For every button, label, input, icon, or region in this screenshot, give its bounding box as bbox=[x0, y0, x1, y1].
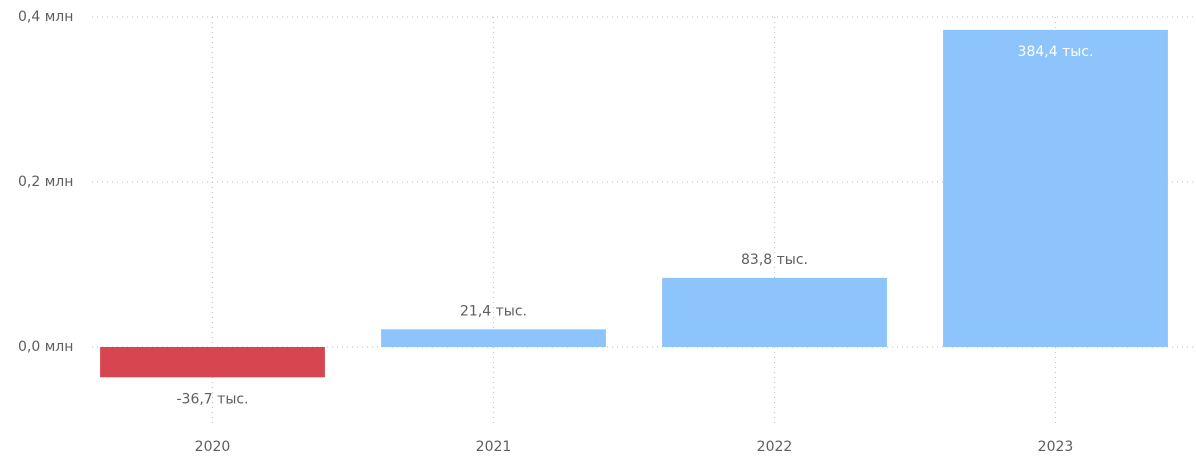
bar bbox=[100, 347, 325, 378]
y-tick-label: 0,0 млн bbox=[18, 339, 73, 355]
value-label: 21,4 тыс. bbox=[460, 303, 527, 319]
bar bbox=[662, 277, 887, 347]
x-tick-label: 2023 bbox=[1038, 439, 1074, 455]
x-tick-label: 2021 bbox=[476, 439, 512, 455]
x-tick-label: 2020 bbox=[195, 439, 231, 455]
x-tick-label: 2022 bbox=[757, 439, 793, 455]
value-label: -36,7 тыс. bbox=[176, 391, 248, 407]
value-label: 83,8 тыс. bbox=[741, 252, 808, 268]
y-tick-label: 0,4 млн bbox=[18, 9, 73, 25]
bar bbox=[381, 329, 606, 347]
value-label: 384,4 тыс. bbox=[1018, 44, 1094, 60]
y-tick-label: 0,2 млн bbox=[18, 174, 73, 190]
bar bbox=[943, 29, 1168, 348]
